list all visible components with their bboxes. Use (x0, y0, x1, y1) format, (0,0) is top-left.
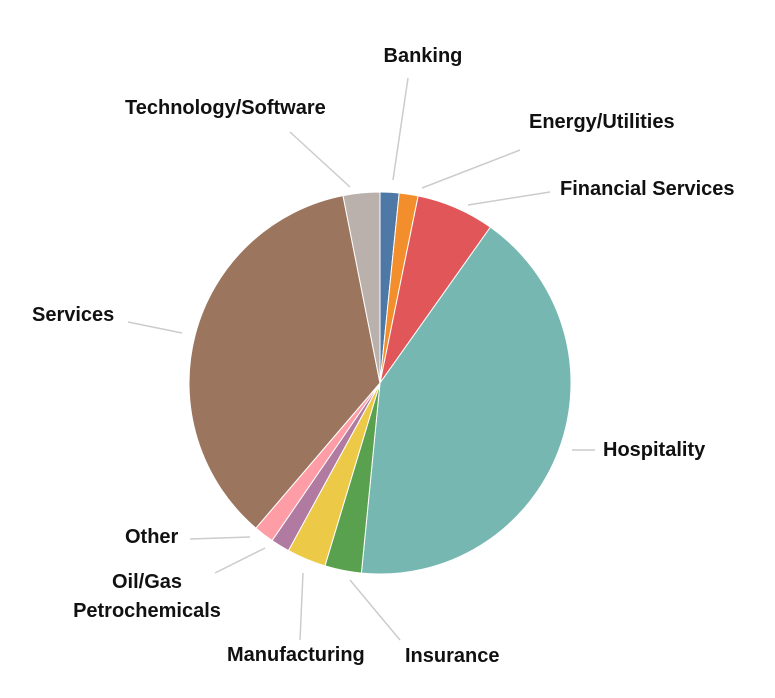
leader-line (214, 547, 266, 574)
slice-label: Financial Services (560, 177, 735, 200)
slice-label: Insurance (405, 644, 500, 667)
slice-label: Services (32, 303, 115, 326)
leader-line (189, 536, 251, 540)
pie-slice (342, 191, 381, 384)
slice-label: Banking (383, 44, 463, 67)
leader-line (392, 77, 409, 181)
leader-line (127, 321, 183, 334)
leader-line (421, 149, 521, 189)
slice-label: Energy/Utilities (529, 110, 675, 133)
leader-line (467, 191, 551, 206)
leader-line (289, 131, 351, 188)
slice-label: Other (125, 525, 179, 548)
pie-slice (188, 195, 381, 529)
slice-label: Oil/Gas Petrochemicals (73, 571, 221, 622)
slice-label: Hospitality (603, 438, 706, 461)
leader-line (349, 579, 401, 641)
slice-label: Manufacturing (227, 643, 365, 666)
pie-slice (360, 226, 572, 575)
leader-line (299, 572, 304, 641)
slice-label: Technology/Software (125, 96, 326, 119)
